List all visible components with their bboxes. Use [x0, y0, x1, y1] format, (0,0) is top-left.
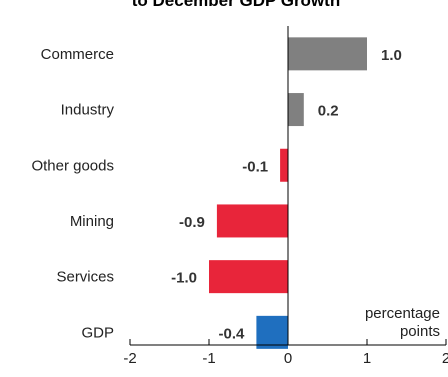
- x-tick-label: 0: [284, 350, 292, 367]
- x-tick-label: -1: [202, 350, 215, 367]
- chart-title: to December GDP Growth: [132, 0, 340, 10]
- bar-gdp: [256, 315, 288, 349]
- bar-industry: [288, 93, 304, 127]
- category-label: Services: [56, 269, 114, 286]
- value-label: -0.4: [219, 325, 246, 342]
- category-label: Other goods: [31, 157, 114, 174]
- value-label: -0.9: [179, 214, 205, 231]
- bars-group: [209, 37, 367, 349]
- value-label: 0.2: [318, 103, 339, 120]
- category-labels: Commerce Industry Other goods Mining Service…: [31, 46, 114, 342]
- category-label: Mining: [70, 213, 114, 230]
- category-label: Industry: [61, 102, 115, 119]
- x-axis: -2 -1 0 1 2: [123, 26, 448, 367]
- x-tick-label: 2: [442, 350, 448, 367]
- unit-label-line-1: percentage: [365, 305, 440, 322]
- bar-other-goods: [280, 148, 288, 182]
- bar-commerce: [288, 37, 367, 71]
- category-label: GDP: [81, 324, 114, 341]
- x-tick-label: 1: [363, 350, 371, 367]
- bar-mining: [216, 204, 288, 238]
- bar-services: [209, 260, 288, 294]
- value-label: -0.1: [242, 158, 268, 175]
- value-labels: 1.0 0.2 -0.1 -0.9 -1.0 -0.4: [171, 47, 402, 343]
- value-label: -1.0: [171, 270, 197, 287]
- category-label: Commerce: [41, 46, 114, 63]
- unit-label-line-2: points: [400, 323, 440, 340]
- value-label: 1.0: [381, 47, 402, 64]
- x-tick-label: -2: [123, 350, 136, 367]
